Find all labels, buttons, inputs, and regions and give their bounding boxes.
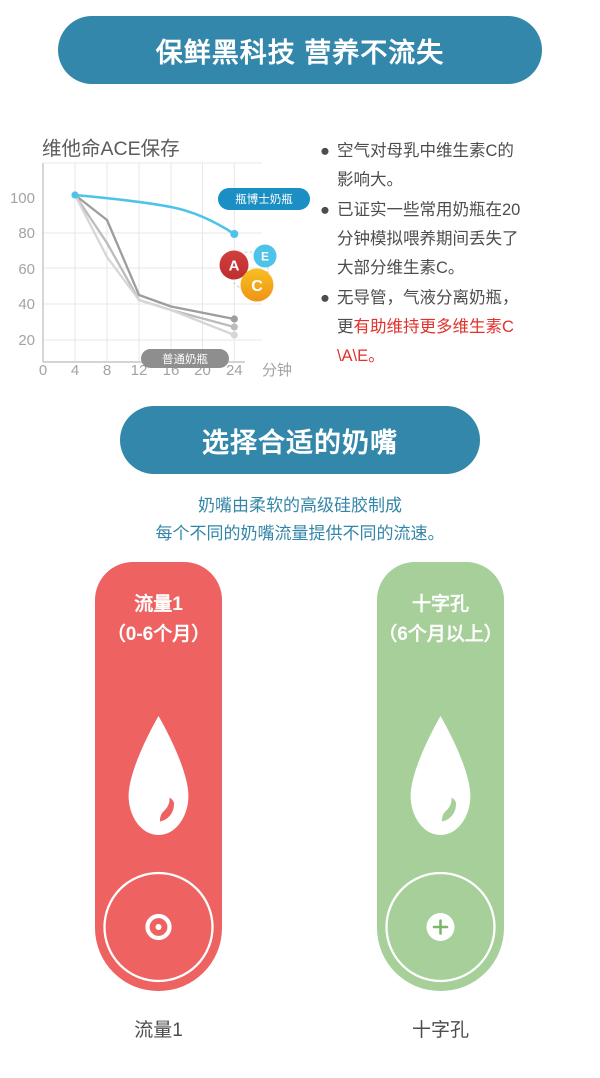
- svg-text:60: 60: [18, 261, 35, 278]
- svg-text:A: A: [229, 258, 240, 275]
- svg-text:8: 8: [103, 362, 111, 379]
- svg-text:0: 0: [39, 362, 47, 379]
- svg-text:40: 40: [18, 296, 35, 313]
- svg-text:4: 4: [71, 362, 79, 379]
- svg-text:E: E: [261, 250, 269, 264]
- svg-text:分钟: 分钟: [262, 362, 292, 379]
- svg-text:C: C: [251, 278, 263, 295]
- svg-text:24: 24: [226, 362, 243, 379]
- svg-text:80: 80: [18, 225, 35, 242]
- svg-text:瓶博士奶瓶: 瓶博士奶瓶: [235, 192, 293, 206]
- svg-text:100: 100: [10, 190, 35, 207]
- svg-text:普通奶瓶: 普通奶瓶: [162, 352, 208, 366]
- svg-text:20: 20: [18, 332, 35, 349]
